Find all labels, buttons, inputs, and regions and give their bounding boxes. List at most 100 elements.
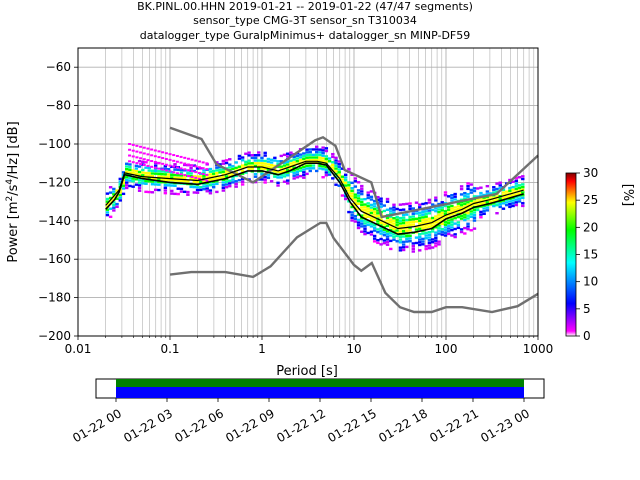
heatmap-cell [201,172,205,175]
heatmap-cell [440,230,444,234]
heatmap-cell [141,179,145,182]
heatmap-cell [215,169,219,172]
heatmap-cell [501,191,506,194]
heatmap-cell [369,198,374,201]
heatmap-cell [401,227,406,230]
heatmap-cell [266,163,271,166]
heatmap-cell [472,203,477,206]
heatmap-cell [269,180,274,183]
heatmap-cell [456,205,461,208]
heatmap-cell [128,160,132,163]
heatmap-cell [401,229,406,233]
heatmap-cell [430,216,435,220]
heatmap-cell [228,166,232,169]
heatmap-cell [363,230,367,233]
heatmap-cell [324,155,329,158]
heatmap-cell [186,175,190,178]
heatmap-cell [427,198,432,202]
heatmap-cell [459,185,464,188]
heatmap-cell [146,153,150,156]
heatmap-cell [369,209,374,212]
heatmap-cell [153,149,157,152]
heatmap-cell [153,169,158,173]
heatmap-cell [430,224,435,228]
heatmap-cell [161,168,165,171]
heatmap-cell [139,157,143,160]
heatmap-cell [183,174,187,177]
heatmap-cell [424,234,428,237]
heatmap-cell [118,193,122,197]
heatmap-cell [157,161,161,164]
heatmap-cell [173,192,177,196]
heatmap-cell [295,173,300,176]
heatmap-cell [398,238,403,241]
heatmap-cell [401,224,406,227]
heatmap-cell [418,222,422,225]
heatmap-cell [273,164,277,168]
heatmap-cell [504,201,509,204]
heatmap-cell [205,181,209,185]
heatmap-cell [450,234,454,237]
heatmap-cell [199,188,203,192]
heatmap-cell [398,249,403,252]
heatmap-cell [189,185,193,189]
heatmap-cell [273,159,277,162]
heatmap-cell [469,204,473,208]
heatmap-cell [260,178,264,181]
heatmap-cell [450,223,454,226]
heatmap-cell [501,188,506,192]
heatmap-cell [517,194,522,198]
heatmap-cell [170,165,174,168]
heatmap-cell [498,197,502,201]
heatmap-cell [514,201,519,204]
heatmap-cell [405,218,409,222]
heatmap-cell [197,160,201,163]
heatmap-cell [170,173,174,177]
heatmap-cell [173,163,177,166]
heatmap-cell [221,170,226,173]
heatmap-cell [456,223,461,227]
heatmap-cell [427,233,432,237]
heatmap-cell [192,180,197,183]
heatmap-cell [466,211,470,215]
heatmap-cell [363,224,367,228]
heatmap-cell [163,173,168,176]
heatmap-cell [298,169,303,172]
heatmap-cell [356,194,361,197]
heatmap-cell [453,192,457,196]
heatmap-cell [215,177,219,180]
heatmap-cell [482,209,486,213]
heatmap-cell [135,156,139,159]
heatmap-cell [418,214,422,217]
heatmap-cell [163,189,168,192]
heatmap-cell [141,171,145,174]
heatmap-cell [292,155,296,159]
heatmap-cell [125,184,129,187]
heatmap-cell [408,202,412,205]
heatmap-cell [128,176,132,180]
heatmap-cell [479,202,483,206]
heatmap-cell [157,170,161,173]
heatmap-cell [437,224,441,227]
heatmap-cell [440,211,444,215]
heatmap-cell [215,190,219,194]
heatmap-cell [150,169,155,172]
heatmap-cell [195,180,200,184]
heatmap-cell [376,209,380,212]
coverage-tick-label: 01-22 12 [274,406,328,445]
heatmap-cell [157,172,161,176]
heatmap-cell [228,158,232,161]
heatmap-cell [517,200,522,203]
heatmap-cell [211,177,216,181]
heatmap-cell [298,166,303,170]
heatmap-cell [398,246,403,249]
heatmap-cell [305,156,309,159]
mean-psd-line [105,162,524,236]
heatmap-cell [479,205,483,208]
heatmap-cell [276,184,280,187]
y-tick-label: −80 [46,99,71,113]
heatmap-cell [139,151,143,154]
heatmap-cell [205,168,209,171]
heatmap-cell [517,176,522,179]
heatmap-cell [321,165,325,168]
